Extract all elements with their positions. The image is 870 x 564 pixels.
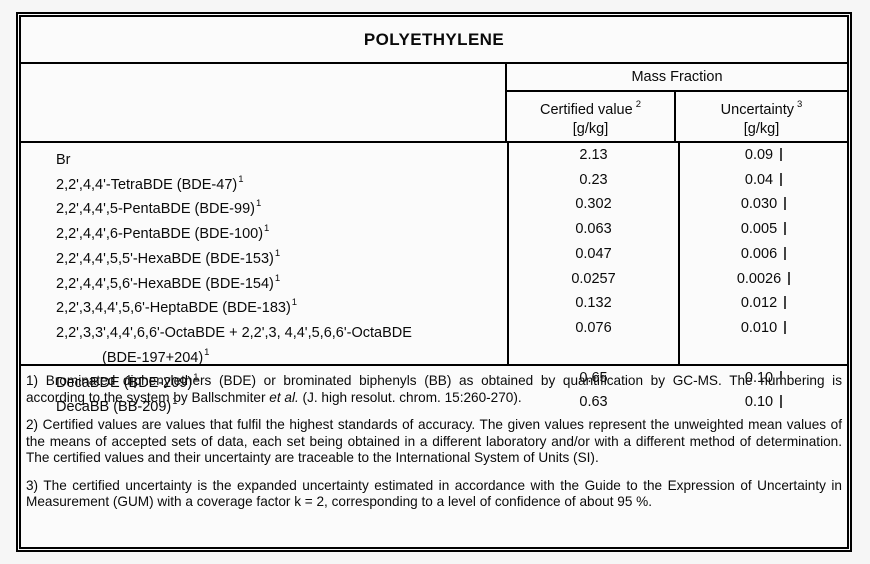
compound-name: 2,2',4,4',6-PentaBDE (BDE-100)1 bbox=[56, 223, 270, 243]
footnote-3: 3) The certified uncertainty is the expa… bbox=[26, 478, 842, 511]
title-row: POLYETHYLENE bbox=[21, 17, 847, 64]
scan-artifact-mark bbox=[784, 246, 787, 260]
uncertainty-cell: 0.005 bbox=[680, 220, 847, 245]
column-divider-1 bbox=[507, 143, 509, 364]
certified-value-cell: 0.076 bbox=[575, 320, 612, 337]
table-row: 2,2',4,4',5,6'-HexaBDE (BDE-154)1 0.0257… bbox=[21, 270, 847, 295]
uncertainty-cell: 0.10 bbox=[680, 393, 847, 418]
uncertainty-column-header: Uncertainty 3 [g/kg] bbox=[676, 92, 847, 141]
table-row: 2,2',4,4'-TetraBDE (BDE-47)1 0.23 0.04 bbox=[21, 171, 847, 196]
header-mass-fraction-group: Mass Fraction Certified value 2 [g/kg] Un… bbox=[507, 64, 847, 141]
certified-value-column-header: Certified value 2 [g/kg] bbox=[507, 92, 676, 141]
compound-name-cell: 2,2',3,3',4,4',6,6'-OctaBDE + 2,2',3, 4,… bbox=[21, 319, 507, 368]
compound-name: Br bbox=[56, 151, 71, 168]
page-title: POLYETHYLENE bbox=[363, 29, 505, 49]
footnote-text: 1) Brominated diphenylethers (BDE) or br… bbox=[26, 373, 842, 405]
uncertainty-cell: 0.012 bbox=[680, 294, 847, 319]
compound-name: 2,2',3,4,4',5,6'-HeptaBDE (BDE-183)1 bbox=[56, 297, 298, 317]
compound-name: 2,2',3,3',4,4',6,6'-OctaBDE + 2,2',3, 4,… bbox=[56, 324, 412, 341]
certified-value-cell: 2.13 bbox=[579, 147, 608, 163]
compound-name: 2,2',4,4',5,5'-HexaBDE (BDE-153)1 bbox=[56, 247, 281, 267]
footnote-1: 1) Brominated diphenylethers (BDE) or br… bbox=[26, 373, 842, 406]
certified-value-cell: 0.047 bbox=[575, 245, 612, 262]
compound-name-cell: 2,2',4,4',5,5'-HexaBDE (BDE-153)1 bbox=[21, 245, 507, 270]
scan-artifact-mark bbox=[780, 370, 783, 384]
compound-name-cell: 2,2',4,4',5-PentaBDE (BDE-99)1 bbox=[21, 195, 507, 220]
certified-value-unit: [g/kg] bbox=[572, 120, 609, 137]
certified-value-label: Certified value bbox=[540, 101, 633, 118]
uncertainty-unit: [g/kg] bbox=[743, 120, 780, 137]
sub-headers: Certified value 2 [g/kg] Uncertainty 3 [g/… bbox=[507, 92, 847, 141]
certified-value-footnote-ref: 2 bbox=[635, 99, 641, 110]
uncertainty-cell: 0.09 bbox=[680, 146, 847, 171]
scan-artifact-mark bbox=[784, 321, 787, 335]
footnotes-section: 1) Brominated diphenylethers (BDE) or br… bbox=[21, 366, 847, 511]
mass-fraction-label: Mass Fraction bbox=[631, 69, 723, 85]
table-row: 2,2',4,4',5,5'-HexaBDE (BDE-153)1 0.047 … bbox=[21, 245, 847, 270]
table-row: 2,2',4,4',6-PentaBDE (BDE-100)1 0.063 0.… bbox=[21, 220, 847, 245]
header-compound-spacer-cell bbox=[21, 64, 507, 141]
table-header: Mass Fraction Certified value 2 [g/kg] Un… bbox=[21, 64, 847, 143]
uncertainty-footnote-ref: 3 bbox=[797, 99, 803, 110]
table-rows: Br 2.13 0.09 2,2',4,4'-TetraBDE (BDE-47)… bbox=[21, 146, 847, 418]
uncertainty-label: Uncertainty bbox=[720, 101, 795, 118]
compound-name-cell: Br bbox=[21, 146, 507, 171]
footnote-text-italic: et al. bbox=[269, 389, 299, 405]
compound-name-cell: DecaBDE (BDE-209)1 bbox=[21, 369, 507, 394]
footnote-text: 3) The certified uncertainty is the expa… bbox=[26, 477, 842, 510]
compound-name-cell: 2,2',4,4'-TetraBDE (BDE-47)1 bbox=[21, 171, 507, 196]
table-row: 2,2',4,4',5-PentaBDE (BDE-99)1 0.302 0.0… bbox=[21, 195, 847, 220]
table-row: Br 2.13 0.09 bbox=[21, 146, 847, 171]
column-divider-2 bbox=[678, 143, 680, 364]
compound-name: 2,2',4,4',5-PentaBDE (BDE-99)1 bbox=[56, 198, 262, 218]
uncertainty-cell: 0.0026 bbox=[680, 270, 847, 295]
certificate-sheet-frame: POLYETHYLENE Mass Fraction Certified val… bbox=[16, 12, 852, 552]
compound-name: DecaBDE (BDE-209)1 bbox=[56, 371, 199, 391]
compound-name-cell: DecaBB (BB-209)1 bbox=[21, 393, 507, 418]
compound-name: 2,2',4,4'-TetraBDE (BDE-47)1 bbox=[56, 173, 244, 193]
certified-value-cell: 0.65 bbox=[579, 369, 608, 386]
table-body: Br 2.13 0.09 2,2',4,4'-TetraBDE (BDE-47)… bbox=[21, 143, 847, 415]
footnote-2: 2) Certified values are values that fulf… bbox=[26, 417, 842, 467]
certified-value-cell: 0.302 bbox=[575, 196, 612, 213]
uncertainty-cell: 0.006 bbox=[680, 245, 847, 270]
compound-name: 2,2',4,4',5,6'-HexaBDE (BDE-154)1 bbox=[56, 272, 281, 292]
scan-artifact-mark bbox=[788, 271, 791, 285]
uncertainty-cell: 0.030 bbox=[680, 195, 847, 220]
scan-artifact-mark bbox=[784, 197, 787, 211]
compound-name-cell: 2,2',4,4',5,6'-HexaBDE (BDE-154)1 bbox=[21, 270, 507, 295]
certified-value-cell: 0.63 bbox=[579, 394, 608, 411]
scan-artifact-mark bbox=[784, 296, 787, 310]
scan-artifact-mark bbox=[784, 222, 787, 236]
footnote-text: (J. high resolut. chrom. 15:260-270). bbox=[298, 389, 522, 405]
table-row: 2,2',3,3',4,4',6,6'-OctaBDE + 2,2',3, 4,… bbox=[21, 319, 847, 368]
certified-value-cell: 0.0257 bbox=[571, 270, 616, 287]
uncertainty-label-line: Uncertainty 3 bbox=[721, 96, 803, 120]
certificate-sheet-inner-frame: POLYETHYLENE Mass Fraction Certified val… bbox=[19, 15, 849, 549]
scan-artifact-mark bbox=[780, 395, 783, 409]
certified-value-cell: 0.063 bbox=[575, 221, 612, 238]
footnote-text: 2) Certified values are values that fulf… bbox=[26, 417, 842, 465]
certified-value-label-line: Certified value 2 bbox=[540, 96, 641, 120]
compound-name-continued: (BDE-197+204)1 bbox=[102, 346, 210, 366]
certified-value-cell: 0.23 bbox=[579, 171, 608, 188]
scan-artifact-mark bbox=[780, 148, 783, 161]
table-row: 2,2',3,4,4',5,6'-HeptaBDE (BDE-183)1 0.1… bbox=[21, 294, 847, 319]
compound-name: DecaBB (BB-209)1 bbox=[56, 396, 178, 416]
table-row: DecaBDE (BDE-209)1 0.65 0.10 bbox=[21, 369, 847, 394]
scan-artifact-mark bbox=[780, 172, 783, 186]
certified-value-cell: 0.132 bbox=[575, 295, 612, 312]
mass-fraction-group-header: Mass Fraction bbox=[507, 64, 847, 92]
uncertainty-cell: 0.010 bbox=[680, 319, 847, 368]
uncertainty-cell: 0.04 bbox=[680, 171, 847, 196]
compound-name-cell: 2,2',3,4,4',5,6'-HeptaBDE (BDE-183)1 bbox=[21, 294, 507, 319]
compound-name-cell: 2,2',4,4',6-PentaBDE (BDE-100)1 bbox=[21, 220, 507, 245]
uncertainty-cell: 0.10 bbox=[680, 369, 847, 394]
table-row: DecaBB (BB-209)1 0.63 0.10 bbox=[21, 393, 847, 418]
